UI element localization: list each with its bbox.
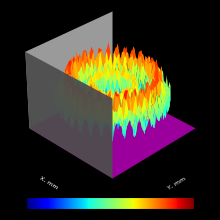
X-axis label: Y, mm: Y, mm xyxy=(167,176,187,190)
Y-axis label: X, mm: X, mm xyxy=(38,176,58,190)
